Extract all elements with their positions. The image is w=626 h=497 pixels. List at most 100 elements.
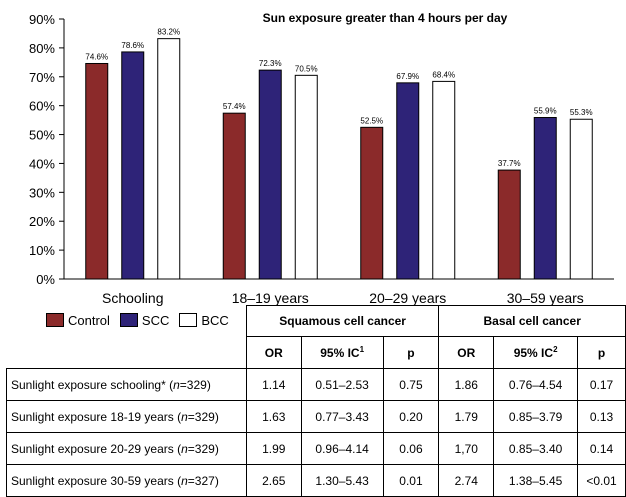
y-tick-label: 90% [29, 12, 55, 27]
legend-item-scc: SCC [119, 312, 170, 328]
y-tick-label: 10% [29, 243, 55, 258]
table-row: Sunlight exposure 18-19 years (n=329) 1.… [6, 400, 626, 433]
legend-label-scc: SCC [141, 312, 170, 328]
bar-control [497, 169, 521, 280]
cell-or-scc: 1.99 [245, 432, 302, 465]
cell-p-bcc: 0.13 [577, 400, 626, 433]
cell-p-bcc: <0.01 [577, 464, 626, 497]
row-label: Sunlight exposure schooling* (n=329) [6, 368, 247, 401]
y-tick-label: 30% [29, 185, 55, 200]
cell-p-bcc: 0.17 [577, 368, 626, 401]
bar-value-label: 67.9% [396, 72, 419, 81]
header-corner [7, 337, 247, 369]
ci-footnote-scc: 1 [359, 345, 365, 354]
column-header-row: OR 95% IC1 p OR 95% IC2 p [7, 336, 626, 369]
cell-ci-scc: 0.77–3.43 [300, 400, 384, 433]
col-header-or-bcc: OR [438, 336, 495, 369]
x-category-label: 30–59 years [507, 290, 584, 306]
row-label: Sunlight exposure 18-19 years (n=329) [6, 400, 247, 433]
bar-value-label: 74.6% [85, 52, 108, 61]
y-tick-label: 40% [29, 156, 55, 171]
cell-or-scc: 1.63 [245, 400, 302, 433]
bar-chart: Sun exposure greater than 4 hours per da… [29, 11, 614, 306]
bar-bcc [569, 118, 593, 280]
cell-p-scc: 0.75 [382, 368, 440, 401]
cell-or-bcc: 1.79 [438, 400, 495, 433]
odds-ratio-table: Squamous cell cancer Basal cell cancer O… [6, 305, 626, 497]
row-label-n: n [181, 409, 188, 424]
x-category-label: 20–29 years [369, 290, 446, 306]
bar-scc [533, 117, 557, 280]
cell-ci-bcc: 0.85–3.79 [493, 400, 578, 433]
legend-item-bcc: BCC [179, 312, 229, 328]
bar-value-label: 57.4% [223, 102, 246, 111]
legend-item-control: Control [46, 313, 110, 328]
col-header-ci-scc: 95% IC1 [300, 336, 384, 369]
x-category-label: Schooling [102, 290, 164, 306]
chart-title: Sun exposure greater than 4 hours per da… [263, 11, 508, 25]
bar-value-label: 83.2% [157, 28, 180, 37]
bar-control [360, 126, 384, 280]
row-label-n: n [173, 377, 180, 392]
cell-ci-scc: 0.51–2.53 [300, 368, 384, 401]
bar-scc [121, 51, 145, 280]
bar-value-label: 72.3% [259, 59, 282, 68]
col-header-or-scc: OR [245, 336, 302, 369]
table-row: Sunlight exposure schooling* (n=329) 1.1… [6, 368, 626, 401]
row-label: Sunlight exposure 20-29 years (n=329) [6, 432, 247, 465]
row-label-count: =329) [187, 441, 219, 456]
y-tick-label: 80% [29, 41, 55, 56]
legend-label-control: Control [68, 312, 110, 328]
row-label: Sunlight exposure 30-59 years (n=327) [6, 464, 247, 497]
cell-ci-scc: 0.96–4.14 [300, 432, 384, 465]
ci-label-scc: 95% IC [320, 346, 360, 360]
group-header-bcc: Basal cell cancer [438, 305, 626, 337]
cell-ci-bcc: 0.85–3.40 [493, 432, 578, 465]
cell-or-bcc: 1,70 [438, 432, 495, 465]
bar-bcc [294, 74, 318, 280]
legend-swatch-scc [119, 313, 138, 327]
cell-p-bcc: 0.14 [577, 432, 626, 465]
bar-scc [258, 69, 282, 280]
row-label-text: Sunlight exposure 30-59 years ( [11, 473, 182, 488]
bar-control [222, 112, 246, 280]
legend-swatch-control [46, 313, 64, 327]
bar-value-label: 70.5% [295, 64, 318, 73]
y-tick-label: 20% [29, 214, 55, 229]
y-tick-label: 70% [29, 70, 55, 85]
row-label-n: n [181, 473, 188, 488]
cell-ci-scc: 1.30–5.43 [300, 464, 384, 497]
row-label-text: Sunlight exposure 20-29 years ( [11, 441, 182, 456]
bar-value-label: 78.6% [121, 41, 144, 50]
row-label-count: =329) [187, 409, 219, 424]
y-tick-label: 60% [29, 99, 55, 114]
legend-swatch-bcc [179, 313, 198, 327]
bar-bcc [157, 38, 181, 280]
col-header-p-bcc: p [577, 336, 626, 369]
x-category-label: 18–19 years [232, 290, 309, 306]
cell-p-scc: 0.20 [382, 400, 440, 433]
cell-or-scc: 1.14 [245, 368, 302, 401]
ci-label-bcc: 95% IC [513, 346, 554, 360]
cell-ci-bcc: 0.76–4.54 [493, 368, 578, 401]
cell-or-scc: 2.65 [245, 464, 302, 497]
chart-legend: Control SCC BCC [46, 310, 239, 330]
ci-footnote-bcc: 2 [553, 345, 558, 354]
bar-value-label: 55.9% [534, 107, 557, 116]
row-label-text: Sunlight exposure schooling* ( [11, 377, 174, 392]
cell-or-bcc: 2.74 [438, 464, 495, 497]
table-corner [7, 306, 247, 337]
row-label-n: n [181, 441, 188, 456]
row-label-count: =329) [179, 377, 211, 392]
bar-value-label: 55.3% [570, 108, 593, 117]
table-row: Sunlight exposure 30-59 years (n=327) 2.… [6, 464, 626, 497]
cell-or-bcc: 1.86 [438, 368, 495, 401]
cell-p-scc: 0.01 [382, 464, 440, 497]
bar-scc [396, 82, 420, 280]
bar-control [85, 62, 109, 280]
cell-ci-bcc: 1.38–5.45 [493, 464, 578, 497]
legend-label-bcc: BCC [201, 312, 229, 328]
cell-p-scc: 0.06 [382, 432, 440, 465]
row-label-text: Sunlight exposure 18-19 years ( [11, 409, 182, 424]
row-label-count: =327) [187, 473, 219, 488]
